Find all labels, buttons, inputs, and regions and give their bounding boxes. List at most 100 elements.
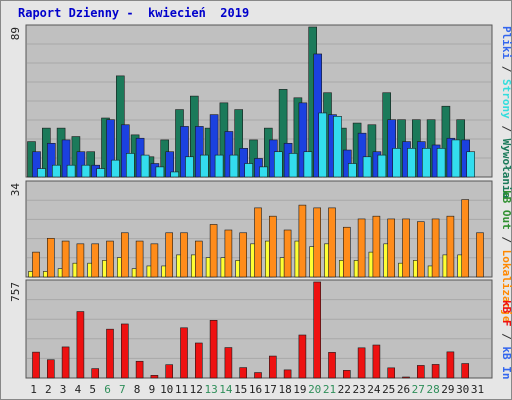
bar	[96, 168, 105, 178]
legend-item: Pliki	[500, 26, 512, 59]
bar	[357, 132, 367, 178]
bar	[461, 199, 470, 278]
y-axis-max-label: 34	[9, 183, 22, 197]
bar	[372, 344, 381, 379]
bar	[402, 376, 410, 379]
bar	[224, 347, 233, 379]
bar	[155, 166, 165, 178]
legend-text: kB Out / Lokalizacje	[500, 190, 512, 323]
bar	[268, 215, 277, 278]
bar	[342, 370, 351, 379]
bar	[416, 221, 425, 278]
bar	[239, 232, 247, 278]
x-tick-label: 3	[60, 383, 67, 396]
bar	[239, 148, 248, 178]
bar	[421, 148, 431, 178]
x-tick-label: 31	[471, 383, 484, 396]
x-tick-label: 24	[367, 383, 381, 396]
bar	[407, 148, 416, 178]
bar	[185, 156, 194, 178]
x-tick-label: 6	[104, 383, 111, 396]
x-tick-label: 28	[426, 383, 439, 396]
bar	[273, 151, 283, 178]
bar	[76, 243, 85, 278]
legend-item: Lokalizacje	[500, 250, 512, 323]
x-tick-label: 23	[352, 383, 365, 396]
bar	[61, 240, 70, 278]
x-tick-label: 17	[264, 383, 277, 396]
legend-separator: /	[500, 59, 512, 79]
bar	[436, 148, 446, 178]
bar	[283, 229, 292, 278]
bar	[268, 355, 277, 379]
bar	[259, 166, 268, 178]
bar	[106, 119, 115, 178]
bar	[229, 154, 239, 178]
bar	[288, 153, 298, 178]
bar	[298, 334, 307, 379]
panel-bottom-background	[25, 279, 493, 379]
bar	[91, 243, 99, 278]
bar	[244, 163, 253, 178]
bar	[357, 218, 366, 278]
bar	[121, 124, 130, 178]
x-tick-label: 14	[219, 383, 233, 396]
bar	[170, 171, 179, 178]
bar	[278, 89, 288, 178]
x-tick-label: 16	[249, 383, 262, 396]
x-tick-label: 4	[75, 383, 82, 396]
bar	[46, 142, 56, 178]
bar	[254, 207, 262, 278]
bar	[209, 114, 219, 178]
bar	[150, 375, 159, 379]
bar	[180, 232, 188, 278]
x-tick-label: 9	[149, 383, 156, 396]
bar	[333, 116, 342, 178]
bar	[121, 232, 129, 278]
bar	[32, 251, 40, 278]
bar	[224, 229, 233, 278]
chart-title: Raport Dzienny - kwiecień 2019	[18, 6, 250, 20]
bar	[362, 156, 372, 178]
bar	[328, 352, 336, 379]
legend-separator: /	[500, 327, 512, 347]
bar	[209, 224, 218, 278]
bar	[328, 207, 336, 278]
x-tick-label: 25	[382, 383, 395, 396]
bar	[81, 164, 91, 178]
bar	[76, 311, 85, 379]
x-tick-label: 30	[456, 383, 469, 396]
bar	[140, 154, 150, 178]
bar	[402, 218, 410, 278]
x-tick-label: 1	[30, 383, 37, 396]
bar	[195, 240, 203, 278]
bar	[165, 151, 174, 178]
bar	[135, 240, 144, 278]
bar	[357, 347, 366, 379]
x-tick-label: 8	[134, 383, 141, 396]
legend-separator: /	[500, 230, 512, 250]
legend-text: Pliki / Strony / Wywołania	[500, 26, 512, 198]
bar	[46, 359, 55, 379]
bar	[476, 232, 484, 278]
bar	[416, 365, 425, 379]
bar	[214, 154, 224, 178]
x-tick-label: 20	[308, 383, 321, 396]
bar	[392, 148, 402, 178]
bar	[111, 159, 120, 178]
legend-separator: /	[500, 119, 512, 139]
bar	[106, 328, 114, 379]
bar	[466, 151, 476, 178]
bar	[66, 164, 76, 178]
bar	[446, 351, 455, 379]
x-tick-label: 7	[119, 383, 126, 396]
bar	[377, 154, 387, 178]
x-tick-label: 13	[204, 383, 217, 396]
bar	[387, 367, 396, 379]
bar	[446, 215, 455, 278]
x-tick-label: 26	[397, 383, 410, 396]
bar	[298, 102, 308, 178]
bar	[180, 327, 188, 379]
bar	[76, 151, 86, 178]
